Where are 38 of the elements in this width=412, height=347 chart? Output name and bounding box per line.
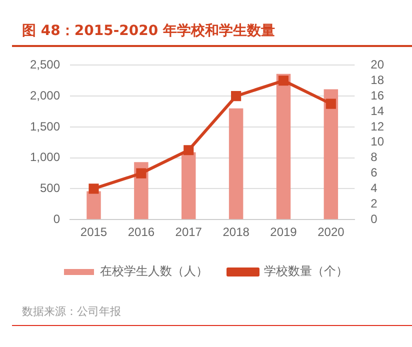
y2-tick-label: 20 (370, 58, 384, 72)
point (231, 91, 242, 102)
bar (228, 108, 244, 220)
bar (86, 191, 101, 220)
bar (182, 152, 196, 220)
point (136, 168, 146, 178)
y2-tick-label: 16 (370, 88, 384, 102)
point (88, 184, 99, 194)
x-tick-label: 2017 (175, 225, 202, 240)
y2-tick-label: 6 (370, 166, 378, 180)
y-tick-label: 0 (53, 212, 60, 226)
x-tick-label: 2020 (318, 225, 345, 240)
y2-tick-label: 14 (370, 104, 384, 118)
bar (324, 89, 338, 220)
x-tick-label: 2016 (128, 225, 155, 240)
point (278, 76, 289, 86)
legend-label: 学校数量（个） (264, 264, 348, 278)
x-tick-label: 2015 (80, 225, 108, 240)
y2-tick-label: 10 (370, 134, 384, 149)
y2-tick-label: 12 (370, 119, 384, 134)
y2-tick-label: 0 (370, 212, 378, 226)
x-tick-label: 2019 (270, 225, 298, 240)
point (326, 98, 336, 109)
bar (276, 74, 291, 220)
y-tick-label: 500 (40, 181, 60, 196)
legend-label: 在校学生人数（人） (100, 264, 208, 278)
chart-title: 图 48：2015-2020 年学校和学生数量 (22, 22, 275, 40)
y2-tick-label: 18 (370, 72, 384, 87)
y-tick-label: 2,500 (30, 58, 60, 72)
y2-tick-label: 2 (370, 196, 378, 210)
y-tick-label: 2,000 (30, 88, 60, 102)
y2-tick-label: 4 (370, 181, 378, 196)
x-tick-label: 2018 (222, 225, 250, 240)
y2-tick-label: 8 (370, 150, 378, 164)
y-tick-label: 1,000 (30, 150, 60, 164)
point (184, 145, 194, 156)
y-tick-label: 1,500 (30, 119, 60, 134)
source-note: 数据来源：公司年报 (22, 304, 121, 319)
